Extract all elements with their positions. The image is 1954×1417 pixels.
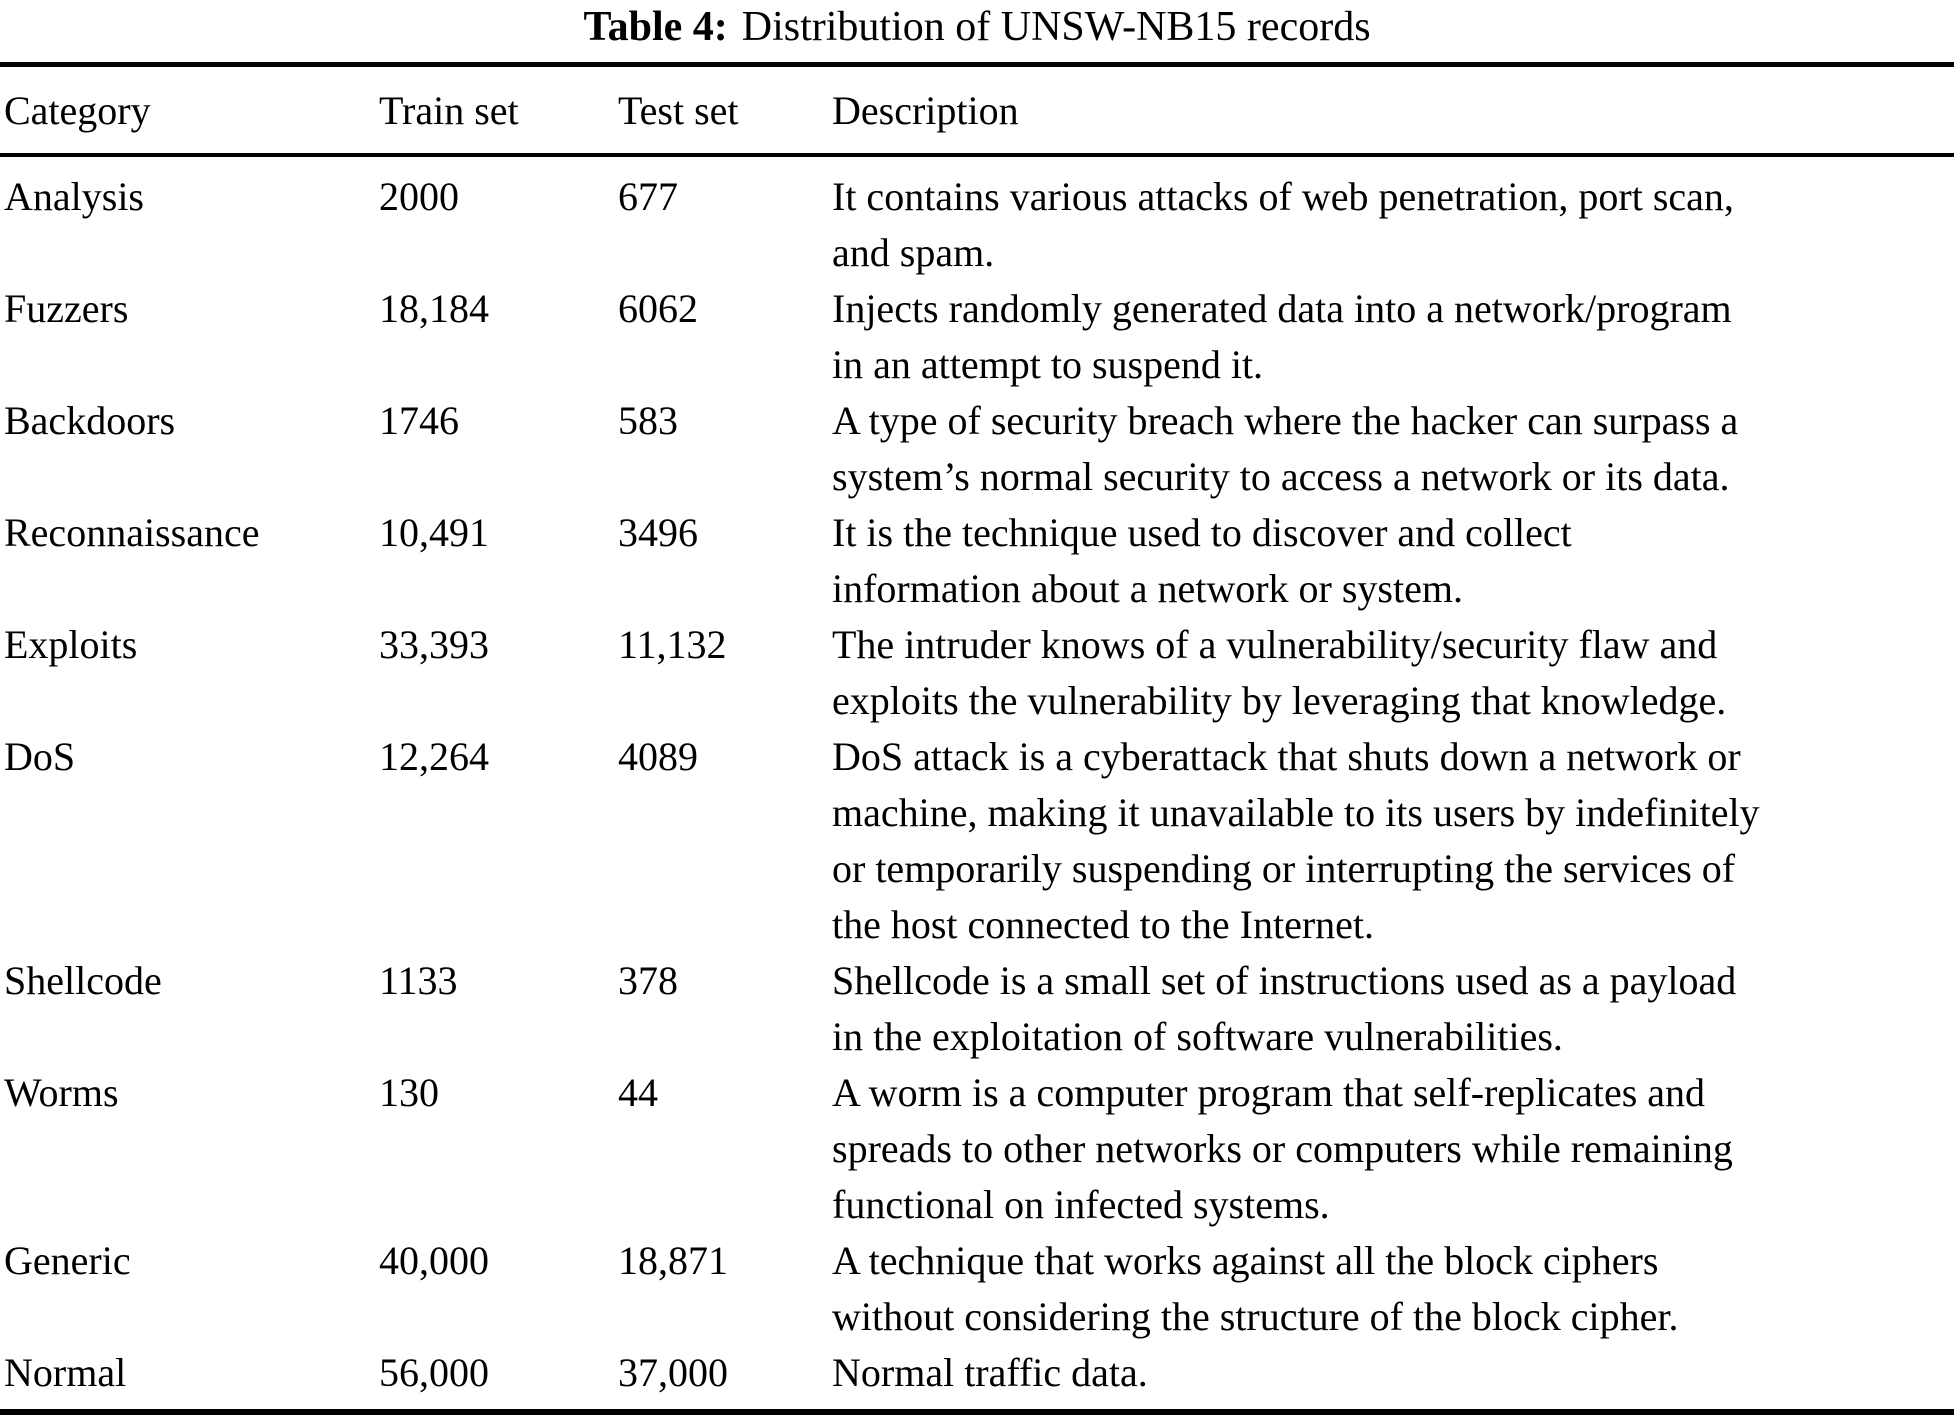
category-cell: Analysis: [4, 174, 144, 219]
train-set-cell: 1133: [379, 958, 458, 1003]
header-cell-test-set: Test set: [618, 88, 739, 133]
table-caption: Table 4: Distribution of UNSW-NB15 record…: [0, 2, 1954, 52]
description-cell: A technique that works against all the b…: [832, 1238, 1679, 1339]
table-row: DoS 12,264 4089 DoS attack is a cyberatt…: [4, 729, 1954, 953]
category-cell: Backdoors: [4, 398, 176, 443]
test-set-cell: 677: [618, 174, 678, 219]
category-cell: Normal: [4, 1350, 127, 1395]
table-header-row: Category Train set Test set Description: [0, 67, 1954, 157]
header-cell-description: Description: [832, 88, 1019, 133]
train-set-cell: 130: [379, 1070, 439, 1115]
table-row: Fuzzers 18,184 6062 Injects randomly gen…: [4, 281, 1954, 393]
description-cell: DoS attack is a cyberattack that shuts d…: [832, 734, 1760, 947]
table-row: Reconnaissance 10,491 3496 It is the tec…: [4, 505, 1954, 617]
table-row: Shellcode 1133 378 Shellcode is a small …: [4, 953, 1954, 1065]
train-set-cell: 56,000: [379, 1350, 489, 1395]
header-cell-category: Category: [4, 88, 151, 133]
category-cell: Worms: [4, 1070, 119, 1115]
test-set-cell: 583: [618, 398, 678, 443]
table-row: Backdoors 1746 583 A type of security br…: [4, 393, 1954, 505]
description-cell: It contains various attacks of web penet…: [832, 174, 1734, 275]
category-cell: Generic: [4, 1238, 131, 1283]
table-row: Worms 130 44 A worm is a computer progra…: [4, 1065, 1954, 1233]
description-cell: A worm is a computer program that self-r…: [832, 1070, 1733, 1227]
description-cell: Shellcode is a small set of instructions…: [832, 958, 1737, 1059]
table-caption-label: Table 4:: [583, 4, 728, 50]
category-cell: Reconnaissance: [4, 510, 260, 555]
test-set-cell: 44: [618, 1070, 658, 1115]
records-distribution-table: Category Train set Test set Description …: [0, 62, 1954, 1415]
category-cell: Shellcode: [4, 958, 162, 1003]
test-set-cell: 4089: [618, 734, 698, 779]
train-set-cell: 10,491: [379, 510, 489, 555]
test-set-cell: 3496: [618, 510, 698, 555]
test-set-cell: 11,132: [618, 622, 727, 667]
table-caption-text: Distribution of UNSW-NB15 records: [741, 4, 1371, 50]
description-cell: It is the technique used to discover and…: [832, 510, 1572, 611]
test-set-cell: 37,000: [618, 1350, 728, 1395]
train-set-cell: 18,184: [379, 286, 489, 331]
train-set-cell: 1746: [379, 398, 459, 443]
test-set-cell: 18,871: [618, 1238, 728, 1283]
train-set-cell: 12,264: [379, 734, 489, 779]
train-set-cell: 33,393: [379, 622, 489, 667]
description-cell: The intruder knows of a vulnerability/se…: [832, 622, 1727, 723]
table-row: Exploits 33,393 11,132 The intruder know…: [4, 617, 1954, 729]
test-set-cell: 6062: [618, 286, 698, 331]
table-row: Generic 40,000 18,871 A technique that w…: [4, 1233, 1954, 1345]
table-row: Analysis 2000 677 It contains various at…: [4, 169, 1954, 281]
train-set-cell: 2000: [379, 174, 459, 219]
description-cell: Injects randomly generated data into a n…: [832, 286, 1732, 387]
category-cell: Exploits: [4, 622, 138, 667]
description-cell: Normal traffic data.: [832, 1350, 1148, 1395]
category-cell: DoS: [4, 734, 76, 779]
table-row: Normal 56,000 37,000 Normal traffic data…: [4, 1345, 1954, 1401]
header-cell-train-set: Train set: [379, 88, 519, 133]
category-cell: Fuzzers: [4, 286, 129, 331]
test-set-cell: 378: [618, 958, 678, 1003]
description-cell: A type of security breach where the hack…: [832, 398, 1739, 499]
train-set-cell: 40,000: [379, 1238, 489, 1283]
table-body: Analysis 2000 677 It contains various at…: [0, 157, 1954, 1409]
